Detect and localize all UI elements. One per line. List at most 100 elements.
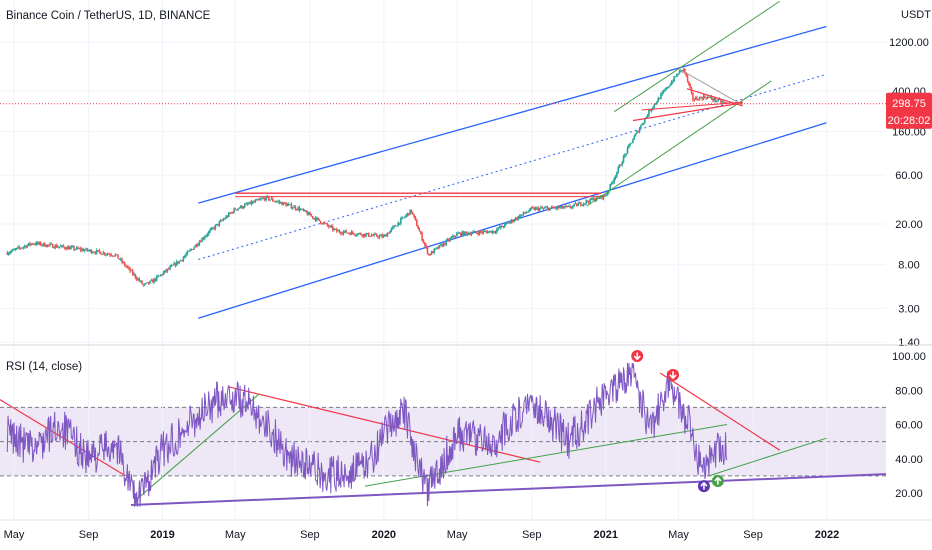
candle-body [327,224,329,226]
candle-body [188,251,190,252]
candle-body [465,232,467,233]
candle-body [205,235,207,237]
time-tick-label: May [225,529,246,541]
candle-body [207,234,209,235]
candle-body [369,236,371,237]
candle-body [471,233,473,234]
candle-body [221,220,223,221]
price-pane[interactable]: Binance Coin / TetherUS, 1D, BINANCE [0,0,886,345]
candle-body [309,213,311,216]
candle-body [141,281,143,284]
candle-body [269,200,271,201]
rsi-axis[interactable]: 20.00 40.00 60.00 80.00 100.00 [892,351,926,500]
candle-body [647,116,649,117]
price-tick-label: 1200.00 [889,37,929,49]
candle-body [623,156,625,162]
candle-body [716,101,718,102]
candle-body [527,212,529,213]
time-tick-label: 2022 [815,529,839,541]
candle-body [504,223,506,226]
candle-body [635,134,637,137]
candle-body [631,143,633,144]
candle-body [663,91,665,93]
candle-body [224,219,226,220]
price-tick-label: 20.00 [895,219,923,231]
candle-body [612,182,614,183]
candle-body [172,265,174,266]
candle-body [16,248,18,249]
candle-body [609,184,611,190]
candle-body [559,207,561,208]
rsi-tick-label: 20.00 [895,488,923,500]
candle-body [204,237,206,239]
candle-body [159,276,161,277]
time-tick-label: 2020 [372,529,396,541]
candle-body [439,245,441,248]
candle-body [197,245,199,247]
rsi-pane[interactable]: RSI (14, close) [0,346,886,520]
candle-body [84,250,86,251]
candle-body [353,233,355,234]
candle-body [615,176,617,178]
candle-body [677,74,679,75]
candle-body [113,256,115,257]
candle-body [664,90,666,91]
candle-body [248,204,250,205]
candle-body [692,93,694,100]
candle-body [376,234,378,236]
time-tick-label: May [4,529,25,541]
candle-body [383,236,385,237]
candle-body [101,254,103,255]
candle-body [319,219,321,221]
candle-body [715,98,717,101]
time-tick-label: Sep [522,529,542,541]
candle-body [613,178,615,182]
candle-body [193,247,195,249]
candle-body [345,231,347,233]
candle-body [21,248,23,249]
candle-body [104,253,106,255]
candle-body [292,208,294,209]
trading-chart[interactable]: Binance Coin / TetherUS, 1D, BINANCE USD… [0,0,932,550]
candle-body [633,136,635,140]
candle-body [124,262,126,265]
candle-body [179,261,181,263]
candle-body [87,248,89,250]
candle-body [208,232,210,235]
candle-body [528,211,530,212]
candle-body [356,235,358,236]
candle-body [412,213,414,215]
price-tick-label: 3.00 [898,303,919,315]
candle-body [624,154,626,156]
candle-body [368,233,370,236]
candle-body [312,216,314,218]
candle-body [669,85,671,86]
candle-body [255,200,257,202]
candle-body [420,231,422,233]
candle-body [640,125,642,128]
candle-body [417,226,419,229]
time-axis[interactable]: May Sep 2019 May Sep 2020 May Sep 2021 May Sep 2022 [4,529,840,541]
candle-body [396,226,398,227]
candle-body [711,97,713,99]
rsi-tick-label: 80.00 [895,385,923,397]
candle-body [496,229,498,232]
candle-body [611,183,613,184]
candle-body [360,233,362,235]
candle-body [340,232,342,233]
candle-body [244,205,246,208]
candle-body [185,254,187,256]
candle-body [693,100,695,101]
candle-body [616,172,618,176]
candle-body [572,206,574,208]
candle-body [433,249,435,253]
price-axis[interactable]: USDT 1.403.008.0020.0060.00160.00400.001… [886,9,932,349]
candle-body [529,208,531,211]
candle-body [643,123,645,125]
candle-body [389,231,391,234]
candle-body [629,143,631,144]
candle-body [237,209,239,210]
candle-body [392,227,394,229]
green-channel-line [587,81,771,206]
candle-body [424,243,426,245]
